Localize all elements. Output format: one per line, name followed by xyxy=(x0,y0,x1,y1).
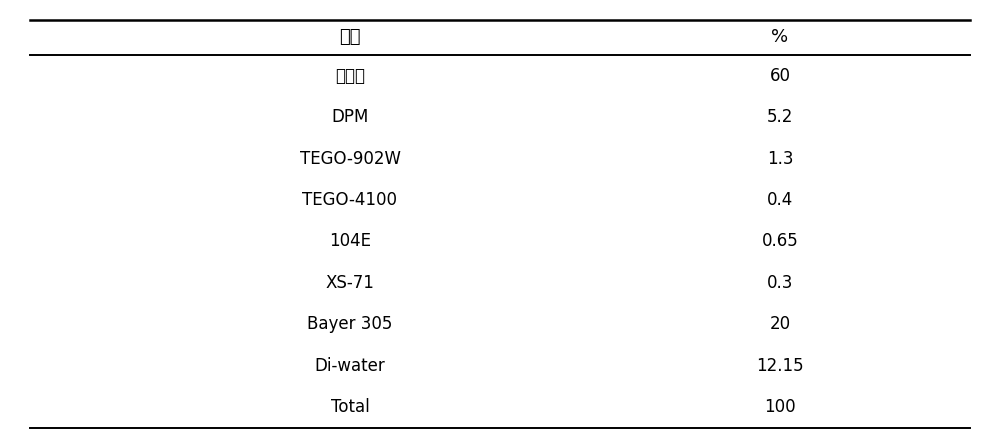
Text: TEGO-902W: TEGO-902W xyxy=(300,149,400,168)
Text: TEGO-4100: TEGO-4100 xyxy=(302,191,398,209)
Text: XS-71: XS-71 xyxy=(326,274,374,292)
Text: DPM: DPM xyxy=(331,108,369,126)
Text: 5.2: 5.2 xyxy=(767,108,793,126)
Text: 名称: 名称 xyxy=(339,29,361,46)
Text: 100: 100 xyxy=(764,398,796,416)
Text: %: % xyxy=(771,29,789,46)
Text: 60: 60 xyxy=(770,67,790,85)
Text: 20: 20 xyxy=(769,315,791,333)
Text: 0.65: 0.65 xyxy=(762,232,798,250)
Text: 104E: 104E xyxy=(329,232,371,250)
Text: Bayer 305: Bayer 305 xyxy=(307,315,393,333)
Text: 0.3: 0.3 xyxy=(767,274,793,292)
Text: 12.15: 12.15 xyxy=(756,357,804,375)
Text: 实施例: 实施例 xyxy=(335,67,365,85)
Text: 0.4: 0.4 xyxy=(767,191,793,209)
Text: Di-water: Di-water xyxy=(315,357,385,375)
Text: 1.3: 1.3 xyxy=(767,149,793,168)
Text: Total: Total xyxy=(331,398,369,416)
